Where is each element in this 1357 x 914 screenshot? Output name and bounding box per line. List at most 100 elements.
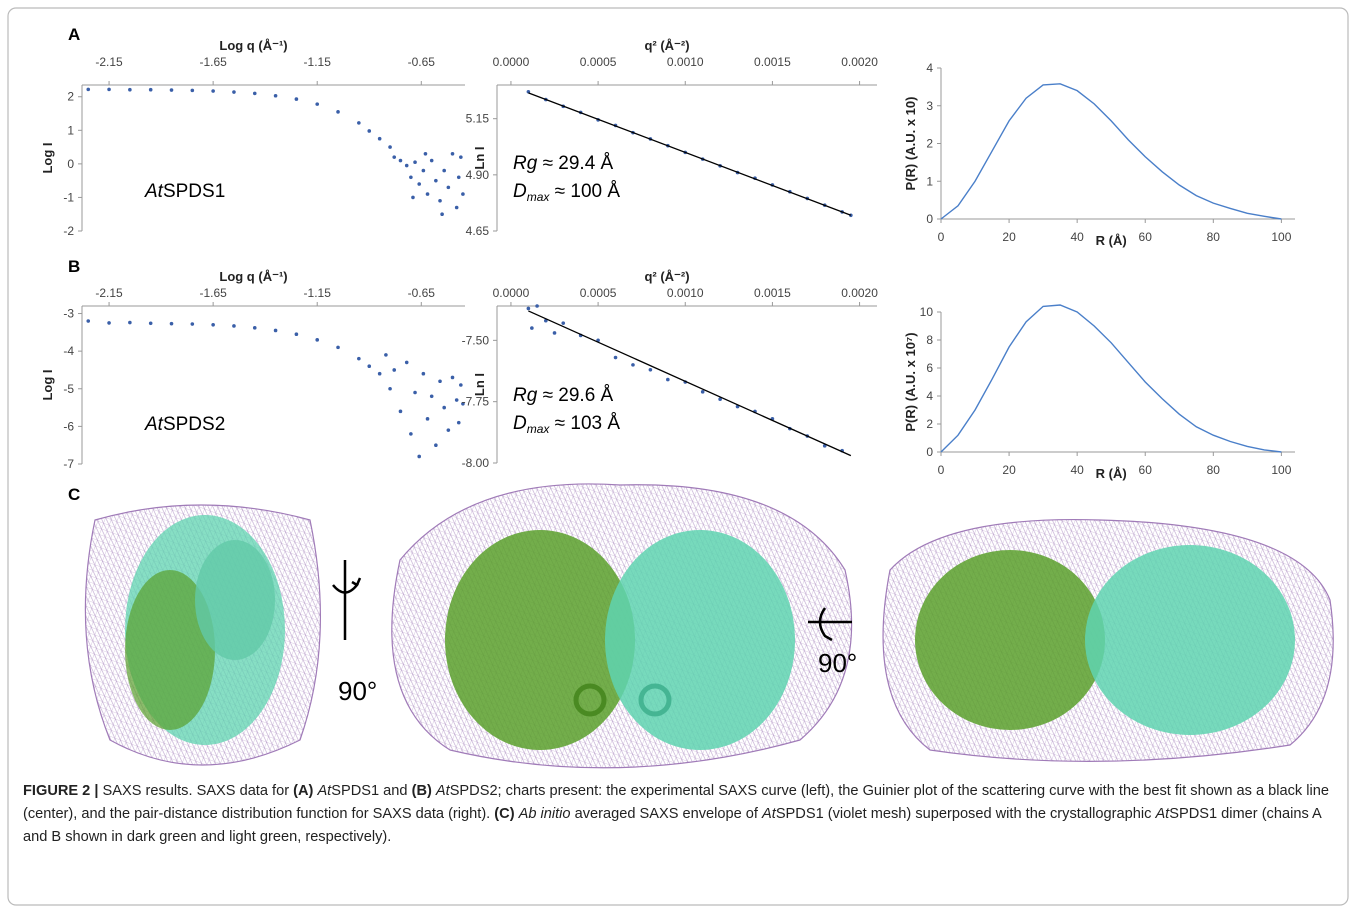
data-point [128,320,132,325]
data-point [456,420,461,425]
y-tick-label: -6 [63,419,74,433]
data-point [425,417,430,421]
caption-run: At [435,783,450,799]
x-tick-label: 0.0000 [493,286,530,300]
data-point [718,397,722,402]
protein-label: AtSPDS2 [144,414,225,435]
data-point [459,383,463,387]
data-point [456,175,461,180]
data-point [446,428,451,432]
panel-label: B [68,257,80,276]
x-tick-label: 60 [1139,230,1153,244]
y-axis-title: P(R) (A.U. x 10) [903,97,918,191]
y-tick-label: -5 [63,382,74,396]
data-point [429,158,434,163]
data-point [377,136,382,141]
x-tick-label: 0.0020 [841,286,878,300]
data-point [454,398,459,402]
x-tick-label: 20 [1002,230,1016,244]
data-point [666,377,670,382]
y-tick-label: -7 [63,457,74,471]
y-tick-label: -4 [63,344,74,358]
y-tick-label: 2 [67,90,74,104]
pr-curve [940,304,1282,453]
x-tick-label: 0 [938,230,945,244]
rg-value: ≈ 29.4 Å [537,153,613,174]
x-tick-label: 0.0010 [667,286,704,300]
data-point [388,386,392,391]
data-point [434,178,438,183]
x-tick-label: 60 [1139,463,1153,477]
data-point [252,326,257,330]
data-point [211,323,215,327]
caption-run: (B) [411,783,436,799]
data-point [107,321,111,325]
protein-prefix: At [144,181,164,202]
y-tick-label: 1 [67,123,74,137]
y-tick-label: -1 [63,190,74,204]
data-point [459,155,463,159]
data-point [336,345,340,350]
x-axis-title: R (Å) [1096,466,1127,481]
data-point [421,371,426,376]
x-tick-label: 40 [1070,230,1084,244]
y-tick-label: 1 [926,174,933,188]
caption-run: (C) [494,806,519,822]
y-tick-label: 0 [926,445,933,459]
data-point [315,102,320,106]
data-point [442,168,446,173]
data-point [392,155,397,159]
rg-symbol: Rg [513,385,538,406]
y-tick-label: 10 [920,305,934,319]
y-tick-label: 2 [926,137,933,151]
chart: 0 20 40 60 80 100 0 2 4 6 8 10 R (Å) P(R) (A.U. x 10⁷… [903,304,1295,481]
data-point [252,91,257,96]
data-point [128,87,132,92]
y-axis-title: P(R) (A.U. x 10⁷) [903,332,918,431]
x-tick-label: 0.0005 [580,55,617,69]
data-point [377,371,382,376]
data-point [169,88,174,92]
x-tick-label: 0.0000 [493,55,530,69]
rotation-horizontal: 90° [808,607,857,678]
x-tick-label: 0.0010 [667,55,704,69]
data-point [148,321,153,326]
data-point [392,368,397,372]
panel-label: A [68,25,80,44]
data-point [384,353,388,357]
rotation-label: 90° [338,676,377,706]
x-tick-label: 0 [938,463,945,477]
y-tick-label: 0 [67,157,74,171]
chain-a [915,550,1105,730]
caption-run: At [1155,806,1170,822]
data-point [404,360,409,365]
data-point [86,87,91,92]
dmax-value: ≈ 103 Å [549,413,620,434]
y-tick-label: 4.90 [466,168,490,182]
dmax-value: ≈ 100 Å [549,181,620,202]
caption: FIGURE 2 | SAXS results. SAXS data for (… [23,780,1335,849]
chart: 0.0000 0.0005 0.0010 0.0015 0.0020 5.15 4.90 4.… [466,38,879,238]
data-point [454,205,459,210]
data-point [398,409,403,414]
dmax-symbol: D [513,181,527,202]
chart: -2.15 -1.65 -1.15 -0.65 -3 -4 -5 -6 -7 Log q (Å⁻¹… [40,269,465,471]
data-point [357,121,361,125]
data-point [425,192,430,196]
data-point [438,379,442,384]
y-tick-label: -3 [63,307,74,321]
x-tick-label: -1.65 [199,286,227,300]
x-tick-label: 0.0015 [754,286,791,300]
y-tick-label: 4 [926,61,933,75]
data-point [700,390,705,394]
caption-run: Ab initio [518,806,571,822]
data-point [450,152,455,156]
data-point [148,87,153,92]
y-tick-label: -7.75 [462,395,490,409]
caption-run: averaged SAXS envelope of [570,806,763,822]
caption-run: At [762,806,776,822]
data-point [535,304,539,308]
rotation-vertical: 90° [332,560,377,706]
x-tick-label: -0.65 [408,55,436,69]
chain-b [195,540,275,660]
